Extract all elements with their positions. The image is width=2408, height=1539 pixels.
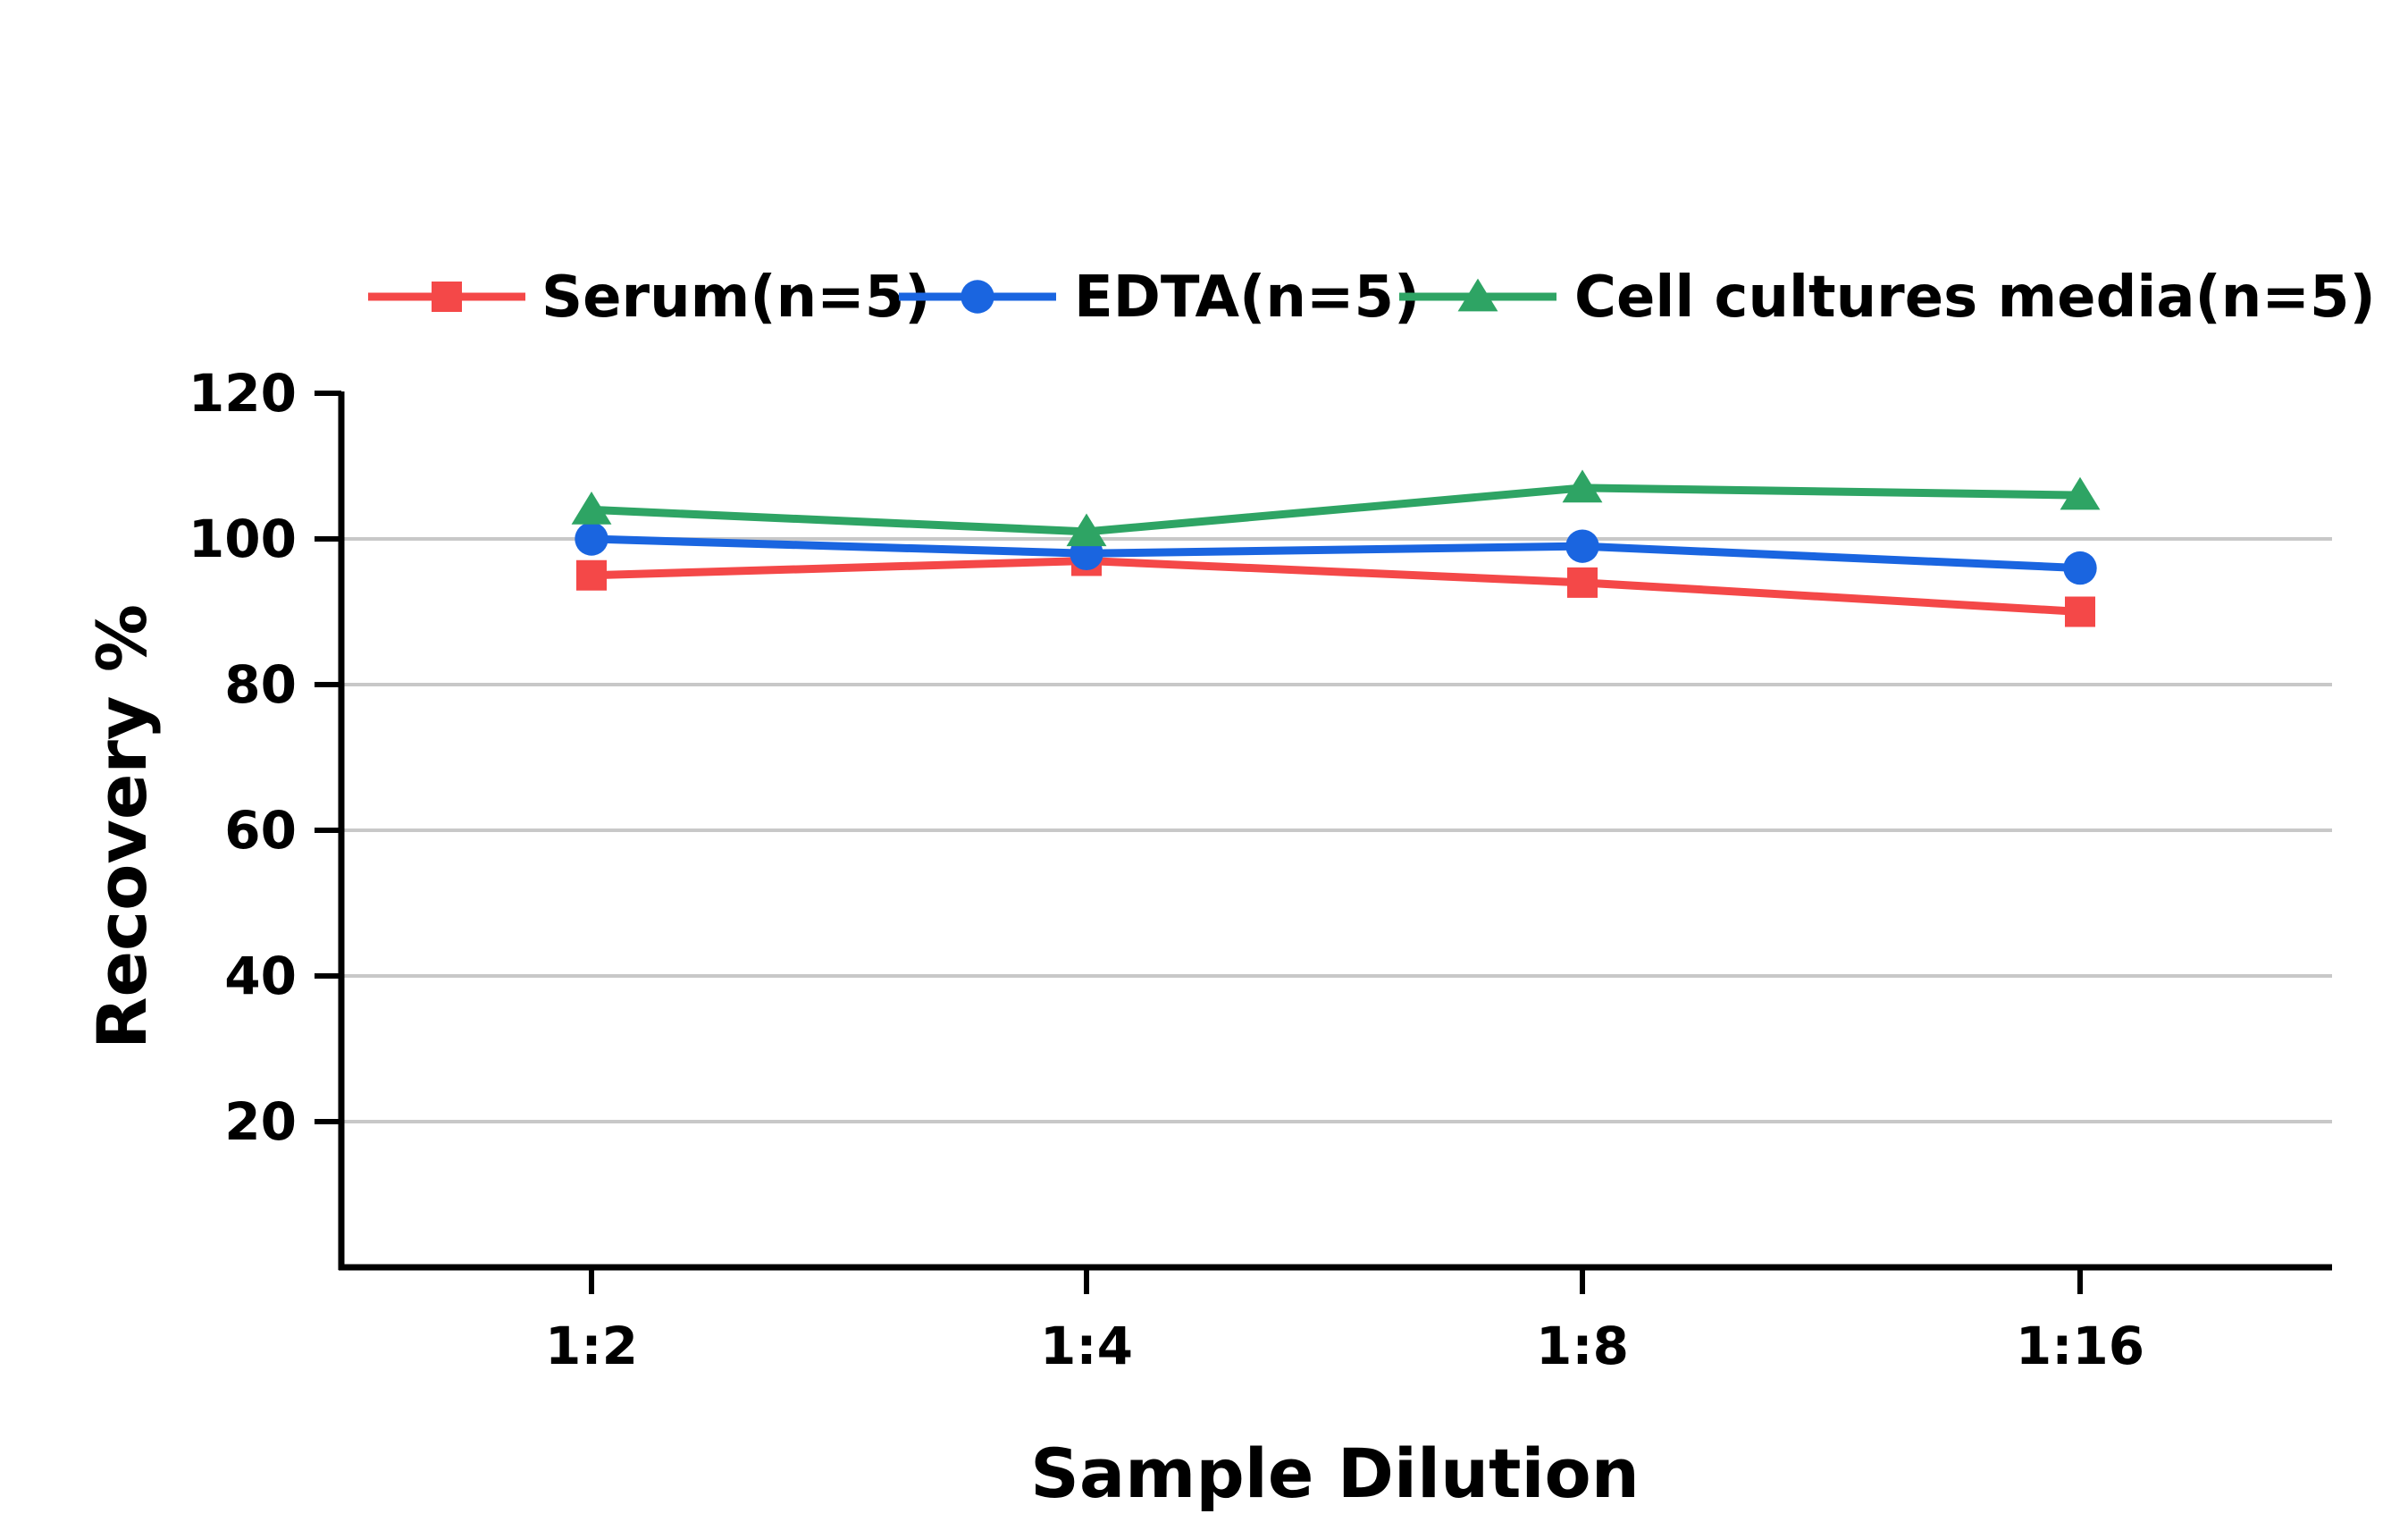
y-tick-label: 80 <box>224 654 297 715</box>
legend-marker <box>1457 278 1498 312</box>
legend-item-2: Cell cultures media(n=5) <box>1399 265 2376 331</box>
y-tick-label: 120 <box>189 363 297 424</box>
legend-item-0: Serum(n=5) <box>368 265 931 331</box>
x-tick-label: 1:16 <box>2016 1316 2144 1376</box>
series-line <box>591 534 2081 573</box>
x-tick-label: 1:8 <box>1536 1316 1629 1376</box>
legend-label: Serum(n=5) <box>541 265 931 331</box>
legend: Serum(n=5) EDTA(n=5) Cell cultures media(n… <box>368 265 2376 331</box>
y-tick-label: 20 <box>224 1091 297 1152</box>
data-point <box>575 522 608 556</box>
data-point <box>1567 567 1598 598</box>
data-point <box>576 559 607 591</box>
data-point <box>1066 513 1107 547</box>
y-axis-title: Recovery % <box>82 604 162 1049</box>
data-point <box>2063 551 2097 585</box>
gridlines <box>341 537 2332 1123</box>
legend-label: Cell cultures media(n=5) <box>1574 265 2376 331</box>
data-point <box>2065 596 2095 627</box>
legend-label: EDTA(n=5) <box>1074 265 1420 331</box>
x-tick-label: 1:4 <box>1040 1316 1133 1376</box>
legend-marker <box>961 280 994 314</box>
x-axis-title: Sample Dilution <box>1030 1434 1640 1513</box>
y-tick-label: 60 <box>224 800 297 861</box>
series-line <box>591 484 2081 536</box>
data-point <box>571 492 612 525</box>
axes: 20 40 60 80 100 120 1:2 1:4 1:8 1:16 <box>189 363 2332 1376</box>
legend-marker <box>432 282 462 312</box>
legend-item-1: EDTA(n=5) <box>899 265 1420 331</box>
data-point <box>2060 476 2101 510</box>
series-line <box>591 556 2081 616</box>
y-tick-label: 40 <box>224 946 297 1006</box>
x-tick-label: 1:2 <box>545 1316 638 1376</box>
data-point <box>1565 529 1599 563</box>
series <box>571 469 2101 627</box>
data-point <box>1562 469 1603 503</box>
y-tick-label: 100 <box>189 509 297 569</box>
series-2 <box>571 469 2101 547</box>
